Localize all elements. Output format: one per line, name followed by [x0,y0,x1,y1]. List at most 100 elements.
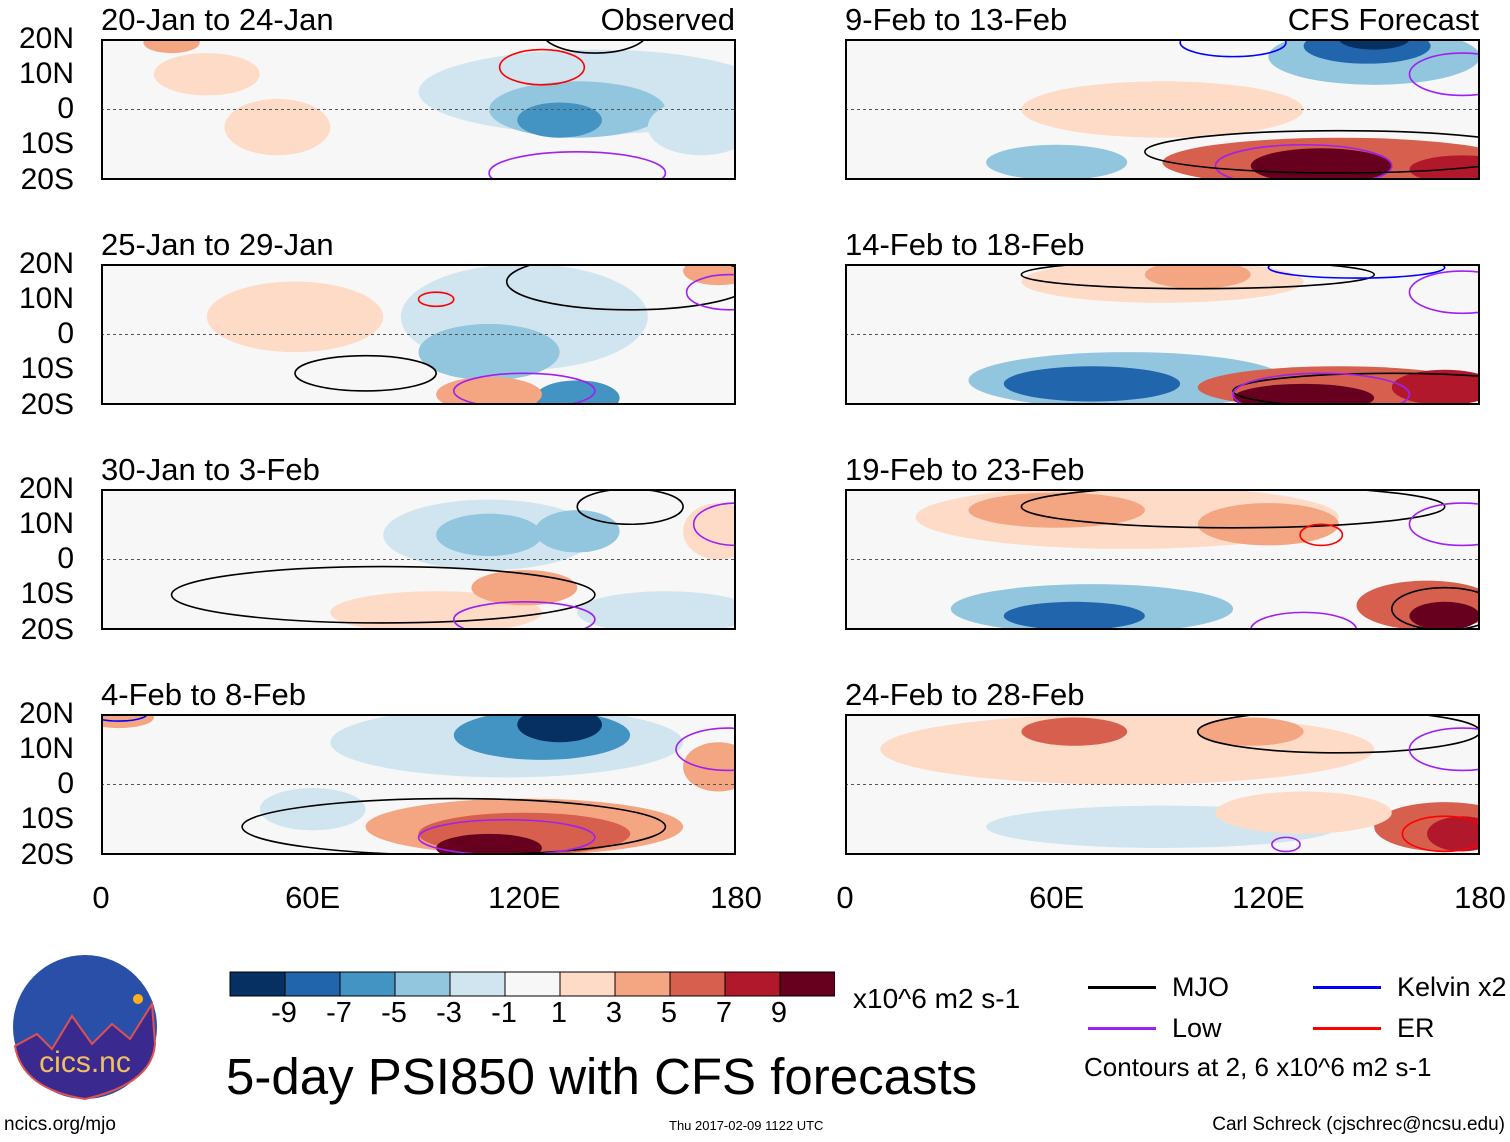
anomaly-blob [517,714,602,743]
lat-tick-label: 10S [20,352,74,385]
lon-tick-label: 60E [1029,880,1085,915]
anomaly-blob [1021,81,1304,138]
panel-title: 24-Feb to 28-Feb [845,677,1085,712]
panel-title: 25-Jan to 29-Jan [101,227,334,262]
panel-title: 9-Feb to 13-Feb [845,2,1068,37]
er-contour [498,48,586,86]
anomaly-blob [1409,155,1480,180]
mjo-contour [543,39,646,54]
lat-tick-label: 20N [18,697,74,730]
low-contour [1408,502,1480,547]
lat-tick-label: 10N [18,507,74,540]
colorbar-tick-label: 9 [770,997,788,1029]
lat-tick-label: 10N [18,732,74,765]
low-contour [685,273,736,311]
low-contour [1232,372,1411,405]
low-contour [1271,836,1301,853]
low-contour [417,818,596,855]
lat-tick-label: 20N [18,472,74,505]
contour-note: Contours at 2, 6 x10^6 m2 s-1 [1084,1052,1432,1082]
anomaly-blob [1409,601,1480,630]
er-contour [1299,523,1344,547]
lon-tick-label: 0 [92,880,110,915]
forecast-label: CFS Forecast [1287,2,1479,37]
er-contour [1401,815,1480,853]
anomaly-blob [968,492,1145,528]
lat-tick-label: 20S [20,163,74,196]
panel-title: 19-Feb to 23-Feb [845,452,1085,487]
colorbar-tick-label: -3 [436,997,462,1029]
lat-tick-label: 20S [20,388,74,421]
er-contour [417,291,455,308]
low-contour [488,151,667,180]
anomaly-blob [1197,503,1339,546]
lat-tick-label: 0 [57,317,74,350]
anomaly-blob [259,788,366,831]
colorbar-swatch [669,971,726,997]
low-contour [675,727,736,772]
timestamp: Thu 2017-02-09 1122 UTC [669,1118,824,1133]
colorbar [229,971,835,997]
legend-label: Kelvin x2 [1397,972,1507,1002]
mjo-contour [170,565,596,624]
legend-label: MJO [1172,972,1229,1002]
low-contour [1214,143,1393,180]
cics-logo: cics.nc [13,955,157,1100]
panel-title: 14-Feb to 18-Feb [845,227,1085,262]
colorbar-tick-label: 5 [660,997,678,1029]
anomaly-blob [206,281,384,353]
legend-line-low [1088,1027,1156,1030]
map-panel [845,264,1480,405]
lat-tick-label: 0 [57,92,74,125]
anomaly-blob [517,102,602,138]
colorbar-tick-label: 1 [550,997,568,1029]
lat-tick-label: 10S [20,802,74,835]
panel-frame [101,489,736,630]
colorbar-units: x10^6 m2 s-1 [853,983,1021,1014]
site-link[interactable]: ncics.org/mjo [4,1114,116,1135]
colorbar-tick-label: -1 [491,997,517,1029]
anomaly-blob [436,376,542,405]
lat-tick-label: 10N [18,282,74,315]
panel-frame [101,264,736,405]
lat-tick-label: 20N [18,22,74,55]
panel-frame [845,39,1480,180]
anomaly-blob [330,591,542,630]
lat-tick-label: 20N [18,247,74,280]
low-contour [1408,727,1480,772]
map-panel [101,489,736,630]
lat-tick-label: 0 [57,542,74,575]
anomaly-blob [418,323,560,381]
lat-tick-label: 10S [20,577,74,610]
lat-tick-label: 10N [18,57,74,90]
mjo-contour [505,264,736,311]
panel-frame [845,489,1480,630]
low-contour [452,372,596,405]
panel-frame [845,714,1480,855]
map-panel [845,489,1480,630]
anomaly-blob [1233,383,1375,405]
map-panel [845,39,1480,180]
anomaly-blob [986,144,1128,180]
legend-label: Low [1172,1013,1222,1043]
mjo-contour [1020,264,1375,290]
panel-frame [101,714,736,855]
panel-frame [845,264,1480,405]
figure-title: 5-day PSI850 with CFS forecasts [226,1048,978,1105]
low-contour [452,601,596,630]
lon-tick-label: 180 [1454,880,1506,915]
anomaly-blob [1144,264,1251,289]
lon-tick-label: 0 [836,880,854,915]
map-panel [101,264,736,405]
mjo-contour [1232,372,1480,405]
kelvin-contour [101,714,148,722]
mjo-contour [1144,129,1480,174]
lat-tick-label: 20S [20,838,74,871]
colorbar-swatch [779,971,835,997]
legend-line-kelvin-x2 [1313,986,1381,989]
anomaly-blob [1391,369,1480,405]
kelvin-contour [1179,39,1287,58]
anomaly-blob [880,714,1375,785]
colorbar-swatch [504,971,561,997]
